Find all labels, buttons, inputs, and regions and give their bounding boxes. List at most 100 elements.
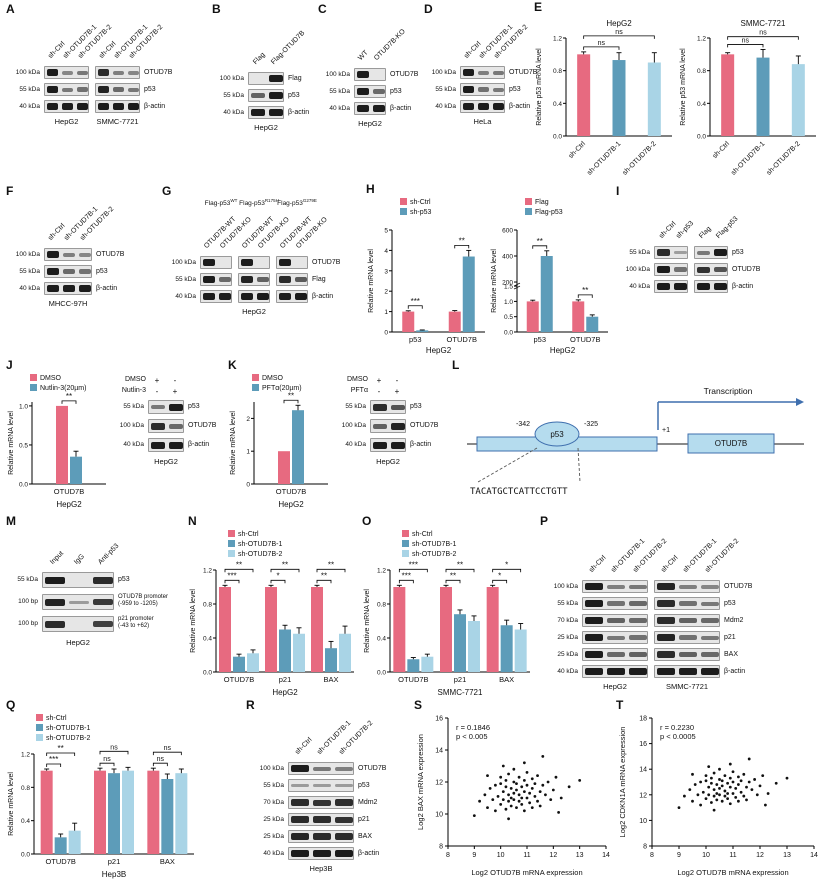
scatter-point (517, 799, 521, 803)
x-tick-label: 14 (810, 852, 818, 859)
protein-band (257, 293, 269, 300)
protein-band (607, 601, 625, 606)
protein-band (63, 285, 75, 292)
lane-label: Flag-p53 (714, 215, 740, 240)
protein-band (335, 784, 353, 787)
protein-band (251, 93, 265, 98)
kda-label: 55 kDa (329, 87, 350, 95)
scatter-point (483, 793, 487, 797)
scatter-point (530, 777, 534, 781)
scatter-point (533, 795, 537, 798)
scatter-point (551, 788, 555, 792)
scatter-point (715, 798, 719, 802)
y-tick-label: 0.0 (21, 852, 30, 859)
protein-band (47, 69, 58, 76)
panel-label-P: P (540, 514, 549, 528)
y-tick-label: 400 (502, 254, 513, 261)
protein-band (62, 87, 73, 92)
western-blot: DMSO + - Nutlin-3 - +55 kDa p53 100 kDa OTUD7B 40… (110, 372, 226, 512)
protein-band (295, 293, 307, 300)
blot-membrane (582, 631, 648, 644)
kda-label: 55 kDa (19, 267, 40, 275)
protein-band (269, 109, 283, 116)
protein-label: p53 (724, 599, 736, 607)
protein-band (629, 652, 647, 657)
protein-band (219, 277, 231, 282)
scatter-point (704, 774, 708, 777)
protein-band (701, 635, 719, 640)
cell-line-label: HepG2 (603, 682, 627, 691)
scatter-point (507, 817, 510, 821)
axis-break (513, 282, 521, 287)
x-category-label: sh-OTUD7B-1 (730, 140, 766, 176)
y-tick-label: 14 (639, 767, 647, 774)
protein-band (607, 652, 625, 657)
protein-label: p53 (390, 87, 402, 95)
protein-band (47, 103, 58, 110)
panel-C-content: WT OTUD7B-KO 100 kDa OTUD7B 55 kDa p53 40 kDa β… (318, 16, 422, 180)
bar (68, 830, 81, 854)
lane-label: sh-Ctrl (660, 554, 680, 574)
protein-band (169, 403, 183, 411)
legend-label: Flag (535, 199, 549, 206)
protein-label: p53 (288, 91, 300, 99)
kda-label: 100 kDa (219, 74, 244, 82)
kda-label: 40 kDa (345, 441, 366, 448)
western-blot: OTUD7B-WT OTUD7B-KO Flag-p53WT OTUD7B-WT OTU… (162, 198, 364, 356)
blot-membrane (654, 648, 720, 661)
treatment-name: DMSO (347, 376, 368, 383)
scatter-point (707, 785, 711, 789)
bar (339, 633, 351, 672)
scatter-point (530, 806, 534, 809)
x-tick-label: 12 (756, 852, 764, 859)
significance-label: *** (402, 571, 411, 580)
significance-bracket (270, 568, 300, 573)
bar (108, 773, 120, 854)
protein-label: p53 (118, 576, 130, 583)
legend-label: sh-OTUD7B-1 (46, 725, 90, 732)
kda-label: 55 kDa (223, 91, 244, 99)
scatter-point (739, 790, 743, 794)
scatter-point (501, 764, 505, 768)
scatter-point (737, 783, 740, 786)
significance-bracket (492, 568, 522, 573)
protein-band (63, 252, 75, 257)
panel-I-content: sh-Ctrl sh-p53 Flag Flag-p53 55 kDa p53 100 kD… (616, 198, 822, 356)
kda-label: 40 kDa (19, 284, 40, 292)
panel-E: E 0.0 0.4 0.8 1.2 Relative p53 mRNA level HepG… (534, 0, 822, 184)
treatment-name: PFTα (350, 387, 368, 394)
legend-label: sh-OTUD7B-1 (238, 541, 282, 548)
x-axis-title: Hep3B (102, 870, 126, 879)
protein-band (629, 635, 647, 640)
scatter-point (512, 791, 516, 795)
blot-membrane (95, 83, 140, 96)
bar (402, 311, 415, 332)
bar (647, 62, 661, 136)
blot-membrane (654, 614, 720, 627)
significance-bracket (577, 294, 593, 298)
western-blot: Flag Flag-OTUD7B 100 kDa Flag 55 kDa p53 40 kD… (212, 16, 316, 180)
significance-label: ** (58, 744, 64, 753)
y-tick-label: 0.4 (203, 636, 212, 643)
y-axis-title: Log2 BAX mRNA expression (416, 734, 425, 830)
scatter-point (718, 793, 721, 797)
protein-label: p53 (410, 403, 422, 410)
y-tick-label: 0.8 (21, 785, 30, 792)
scatter-point (712, 788, 716, 792)
kda-label: 100 kDa (325, 70, 350, 78)
protein-band (279, 293, 291, 300)
x-tick-label: 8 (650, 852, 654, 859)
scatter-point (533, 782, 537, 785)
group-header-sup: WT (230, 198, 238, 203)
protein-label: Mdm2 (724, 616, 744, 624)
group-header: Flag-p53G279E (277, 198, 317, 208)
protein-band (335, 766, 353, 771)
protein-band (463, 86, 474, 93)
panel-label-B: B (212, 2, 221, 16)
protein-label: BAX (724, 650, 739, 658)
significance-label: ** (582, 286, 588, 295)
